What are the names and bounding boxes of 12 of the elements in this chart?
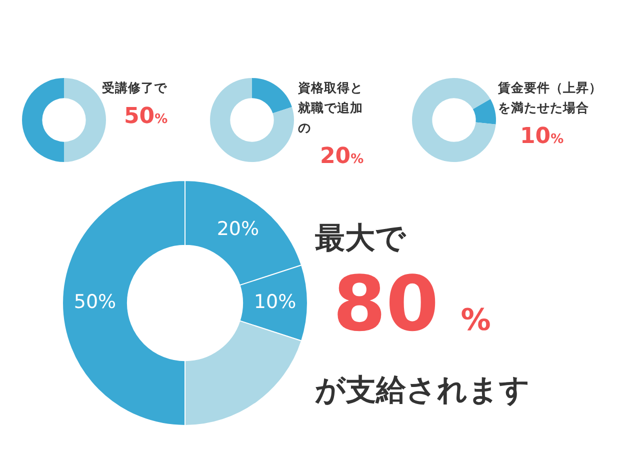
text: 最大で — [315, 220, 408, 258]
data-label: 50% — [74, 290, 116, 313]
data-label: 10% — [254, 290, 296, 313]
text: 受講修了で — [102, 79, 168, 97]
data-label: 20% — [216, 218, 260, 240]
text: 資格取得と就職で追加の — [298, 79, 364, 137]
text: が支給されます — [315, 372, 531, 410]
text: 賃金要件（上昇）を満たせた場合 — [498, 79, 602, 117]
text: 80% — [333, 259, 491, 348]
text: 20% — [320, 144, 364, 169]
text: 10% — [520, 124, 564, 149]
text: 50% — [124, 104, 168, 129]
